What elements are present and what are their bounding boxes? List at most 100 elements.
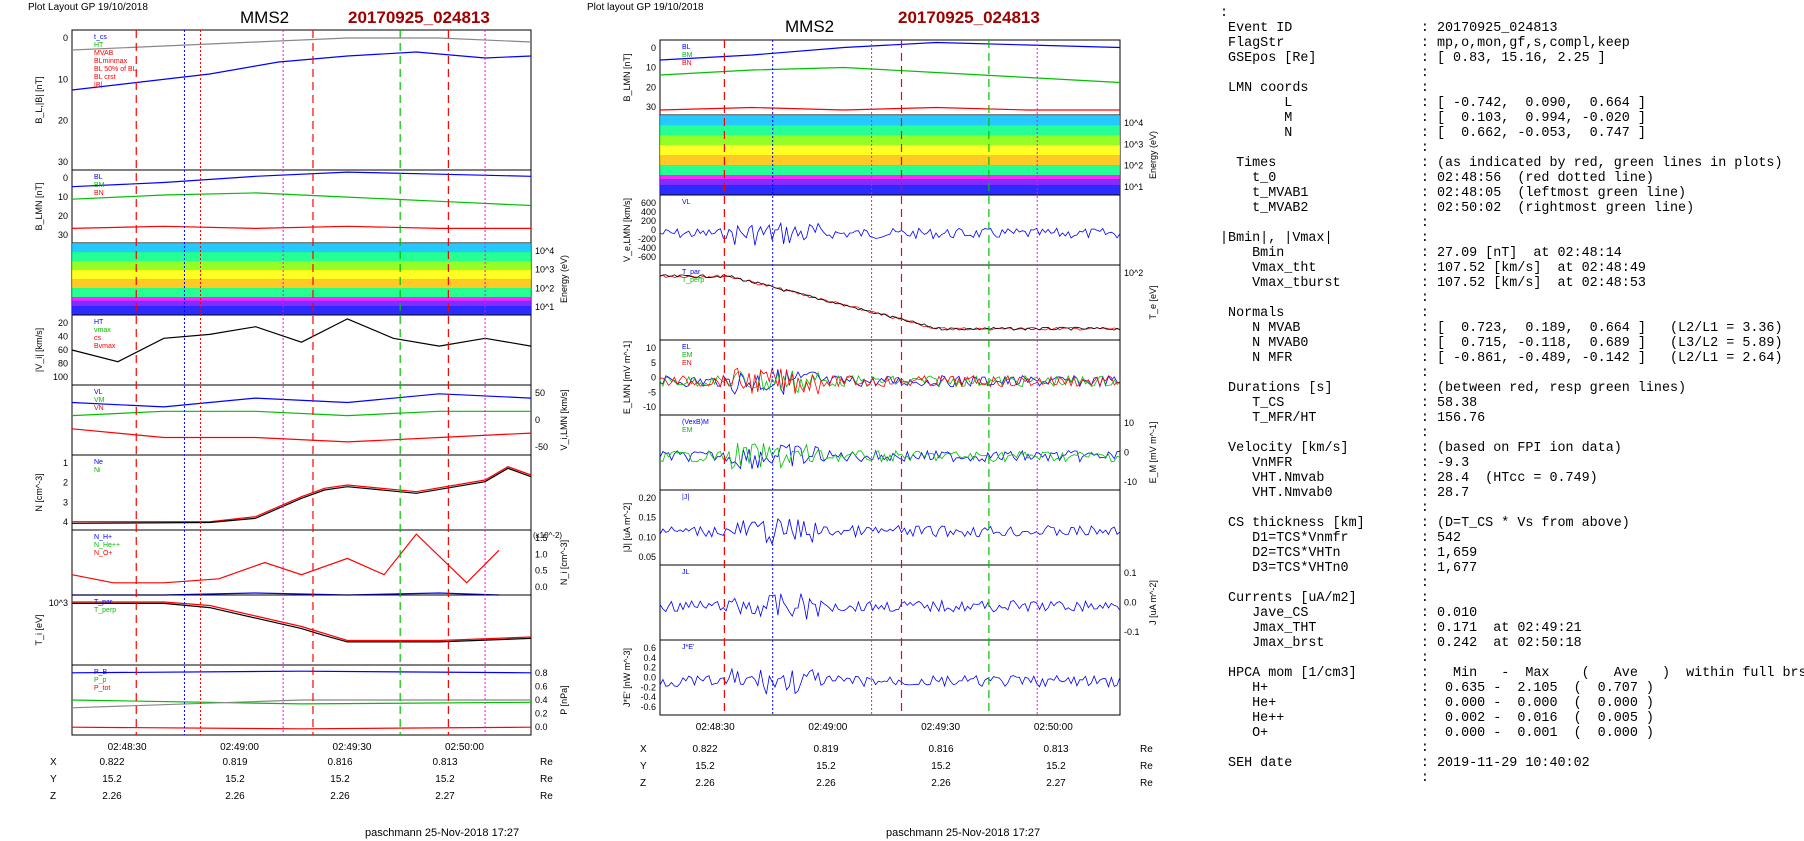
legend-entry: EM [682, 427, 693, 434]
panel-7: 0.1 0.0 -0.1 J [uA m^-2] JL [659, 564, 1158, 641]
panel-2: 10^4 10^3 10^2 10^1 Energy (eV) [71, 242, 569, 316]
legend-entry: BL [682, 44, 691, 51]
info-line: Times : (as indicated by red, green line… [1220, 156, 1783, 171]
series-VM [71, 410, 531, 417]
info-line: : [1220, 651, 1429, 666]
position-value: 0.813 [432, 757, 457, 768]
info-line: : [1220, 6, 1229, 21]
tick-label: -0.2 [640, 682, 656, 692]
info-line: : [1220, 66, 1429, 81]
tick-label: 30 [58, 157, 68, 167]
info-line: Jave_CS : 0.010 [1220, 606, 1478, 621]
legend-entry: cs [94, 335, 102, 342]
tick-label: 10 [646, 343, 656, 353]
tick-label: 20 [58, 318, 68, 328]
info-line: : [1220, 426, 1429, 441]
tick-label: 0.4 [535, 695, 548, 705]
mid-layout-label: Plot layout GP 19/10/2018 [587, 2, 704, 13]
position-value: 0.819 [222, 757, 247, 768]
axis-label: J*E' [nW m^-3] [622, 648, 632, 707]
series-Ni [71, 467, 532, 524]
info-line: T_MFR/HT : 156.76 [1220, 411, 1486, 426]
legend-entry: N_O+ [94, 550, 112, 557]
tick-label: 10^1 [1124, 182, 1143, 192]
mid-footer-credit: paschmann 25-Nov-2018 17:27 [886, 827, 1040, 839]
series-EM [659, 370, 1121, 394]
position-value: 15.2 [225, 774, 245, 785]
axis-label: V_i,LMN [km/s] [559, 389, 569, 450]
info-line: VHT.Nmvab : 28.4 (HTcc = 0.749) [1220, 471, 1598, 486]
legend-entry: VM [94, 397, 105, 404]
series-Ne [72, 466, 532, 523]
tick-label: 0.0 [643, 673, 656, 683]
tick-label: 10 [58, 74, 68, 84]
position-value: 2.27 [1046, 778, 1066, 789]
info-line: Vmax_tburst : 107.52 [km/s] at 02:48:53 [1220, 276, 1646, 291]
position-unit: Re [1140, 778, 1153, 789]
info-line: Velocity [km/s] : (based on FPI ion data… [1220, 441, 1622, 456]
axis-label: Energy (eV) [1148, 131, 1158, 179]
panel-6: 1.5 1.0 0.5 0.0 N_i [cm^-3] N_H+N_He++N_O+ (x1… [71, 529, 569, 596]
series-T_par [72, 601, 532, 642]
axis-label: T_e [eV] [1148, 285, 1158, 319]
spectrogram-band [660, 135, 1120, 146]
tick-label: 0.6 [643, 643, 656, 653]
tick-label: 0 [63, 173, 68, 183]
spectrogram-low-band [660, 179, 1120, 195]
position-row-label: Y [640, 761, 647, 772]
position-value: 0.813 [1043, 744, 1068, 755]
tick-label: 4 [63, 517, 68, 527]
series-BM [659, 66, 1121, 84]
tick-label: 0.2 [643, 663, 656, 673]
series-JL [659, 593, 1121, 620]
info-line: Normals : [1220, 306, 1429, 321]
info-line: Bmin : 27.09 [nT] at 02:48:14 [1220, 246, 1622, 261]
tick-label: -400 [638, 243, 656, 253]
position-row-label: Z [50, 791, 56, 802]
series-T_perp [659, 274, 1121, 331]
axis-label: B_LMN [nT] [34, 182, 44, 230]
legend-entry: VL [94, 389, 103, 396]
axis-label: P [nPa] [559, 685, 569, 714]
series-|J| [659, 517, 1121, 546]
mid-event-id: 20170925_024813 [898, 8, 1040, 27]
position-value: 2.27 [435, 791, 455, 802]
info-line: t_MVAB2 : 02:50:02 (rightmost green line… [1220, 201, 1695, 216]
series-N_He++ [71, 533, 500, 584]
info-line: He++ : 0.002 - 0.016 ( 0.005 ) [1220, 711, 1654, 726]
spectrogram-band [72, 243, 531, 253]
series-VL [71, 393, 532, 408]
info-line: H+ : 0.635 - 2.105 ( 0.707 ) [1220, 681, 1654, 696]
info-line: : [1220, 291, 1429, 306]
series-P_tot [71, 699, 531, 709]
info-line: Jmax_THT : 0.171 at 02:49:21 [1220, 621, 1582, 636]
info-line: SEH date : 2019-11-29 10:40:02 [1220, 756, 1590, 771]
event-info-panel: : Event ID : 20170925_024813 FlagStr : m… [1220, 6, 1804, 826]
tick-label: 5 [651, 358, 656, 368]
panel-5: 10 0 -10 E_M [mV m^-1] (VexB)MEM [659, 414, 1158, 491]
series-VL [659, 221, 1121, 246]
info-line: O+ : 0.000 - 0.001 ( 0.000 ) [1220, 726, 1654, 741]
series-VN [71, 428, 532, 443]
tick-label: 1.5 [535, 533, 548, 543]
time-tick-label: 02:49:30 [921, 722, 960, 733]
position-value: 2.26 [816, 778, 836, 789]
legend-entry: T_par [682, 269, 701, 276]
axis-label: N [cm^-3] [34, 473, 44, 511]
spectrogram-band [660, 115, 1120, 126]
position-unit: Re [1140, 761, 1153, 772]
time-tick-label: 02:49:00 [220, 742, 259, 753]
legend-entry: Ni [94, 467, 101, 474]
legend-entry: BN [94, 190, 104, 197]
info-line: : [1220, 576, 1429, 591]
series-P_B [71, 670, 532, 674]
series-BN [659, 106, 1120, 111]
tick-label: 10^3 [535, 265, 554, 275]
series-EL [659, 369, 1121, 396]
position-value: 2.26 [931, 778, 951, 789]
info-line: t_0 : 02:48:56 (red dotted line) [1220, 171, 1654, 186]
